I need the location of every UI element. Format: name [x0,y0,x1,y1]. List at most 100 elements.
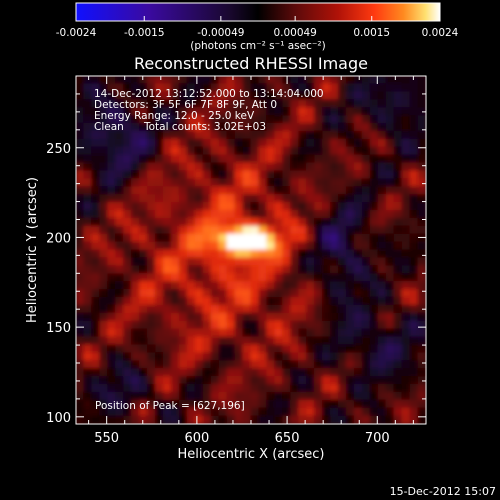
heatmap-cell [123,257,133,267]
heatmap-cell [115,130,125,140]
heatmap-cell [234,344,244,354]
heatmap-cell [306,99,316,109]
heatmap-cell [131,296,141,306]
heatmap-cell [274,194,284,204]
heatmap-cell [170,304,180,314]
heatmap-cell [99,273,109,283]
heatmap-cell [306,320,316,330]
heatmap-cell [274,289,284,298]
heatmap-cell [210,76,220,85]
heatmap-cell [282,289,292,298]
heatmap-cell [99,352,109,362]
heatmap-cell [186,138,196,148]
heatmap-cell [139,138,149,148]
heatmap-cell [258,383,268,393]
heatmap-cell [385,115,395,124]
heatmap-cell [290,83,300,93]
heatmap-cell [353,399,363,409]
heatmap-cell [258,344,268,354]
heatmap-cell [91,265,101,275]
heatmap-cell [91,360,101,370]
heatmap-cell [330,281,339,291]
heatmap-cell [361,217,371,227]
heatmap-cell [83,368,93,378]
heatmap-cell [353,391,363,401]
heatmap-cell [107,328,117,338]
heatmap-cell [322,154,332,164]
heatmap-cell [163,83,172,93]
heatmap-cell [123,99,133,109]
heatmap-cell [401,399,411,409]
heatmap-cell [369,312,379,322]
heatmap-cell [234,415,244,424]
heatmap-cell [409,130,419,140]
heatmap-cell [226,273,236,283]
heatmap-cell [99,194,109,204]
heatmap-cell [115,209,125,219]
heatmap-cell [274,265,284,275]
heatmap-cell [290,368,300,378]
heatmap-cell [170,107,180,117]
heatmap-cell [298,107,308,117]
heatmap-cell [282,383,292,393]
heatmap-cell [385,225,395,235]
heatmap-cell [163,336,172,346]
heatmap-cell [194,146,204,156]
heatmap-cell [115,328,125,338]
heatmap-cell [322,249,332,259]
heatmap-cell [123,383,133,393]
heatmap-cell [369,107,379,117]
heatmap-cell [139,368,149,378]
heatmap-cell [131,186,141,196]
heatmap-cell [393,320,403,330]
heatmap-cell [178,107,188,117]
heatmap-cell [147,202,157,211]
heatmap-cell [186,257,196,267]
heatmap-cell [178,83,188,93]
heatmap-cell [314,399,324,409]
heatmap-cell [147,209,157,219]
heatmap-cell [377,383,387,393]
heatmap-cell [409,178,419,188]
heatmap-cell [361,76,371,85]
heatmap-cell [139,399,149,409]
heatmap-cell [330,320,339,330]
heatmap-cell [290,107,300,117]
heatmap-cell [274,162,284,172]
heatmap-cell [226,265,236,275]
heatmap-cell [266,257,276,267]
heatmap-cell [401,138,411,148]
heatmap-cell [170,115,180,124]
heatmap-cell [99,399,109,409]
heatmap-cell [234,146,244,156]
heatmap-cell [393,257,403,267]
heatmap-cell [274,225,284,235]
heatmap-cell [401,407,411,417]
heatmap-cell [361,304,371,314]
heatmap-cell [123,368,133,378]
heatmap-cell [234,115,244,124]
heatmap-cell [314,289,324,298]
heatmap-cell [353,312,363,322]
heatmap-cell [306,249,316,259]
heatmap-cell [170,328,180,338]
heatmap-cell [353,115,363,124]
heatmap-cell [131,320,141,330]
heatmap-cell [393,407,403,417]
heatmap-cell [139,407,149,417]
heatmap-cell [83,360,93,370]
heatmap-cell [369,115,379,124]
heatmap-cell [330,344,339,354]
heatmap-cell [282,352,292,362]
heatmap-cell [155,217,164,227]
heatmap-cell [210,154,220,164]
heatmap-cell [147,170,157,180]
heatmap-cell [417,122,426,132]
heatmap-cell [218,162,228,172]
heatmap-cell [385,281,395,291]
heatmap-cell [83,249,93,259]
heatmap-cell [369,91,379,101]
heatmap-cell [314,368,324,378]
heatmap-cell [258,281,268,291]
heatmap-cell [345,328,355,338]
